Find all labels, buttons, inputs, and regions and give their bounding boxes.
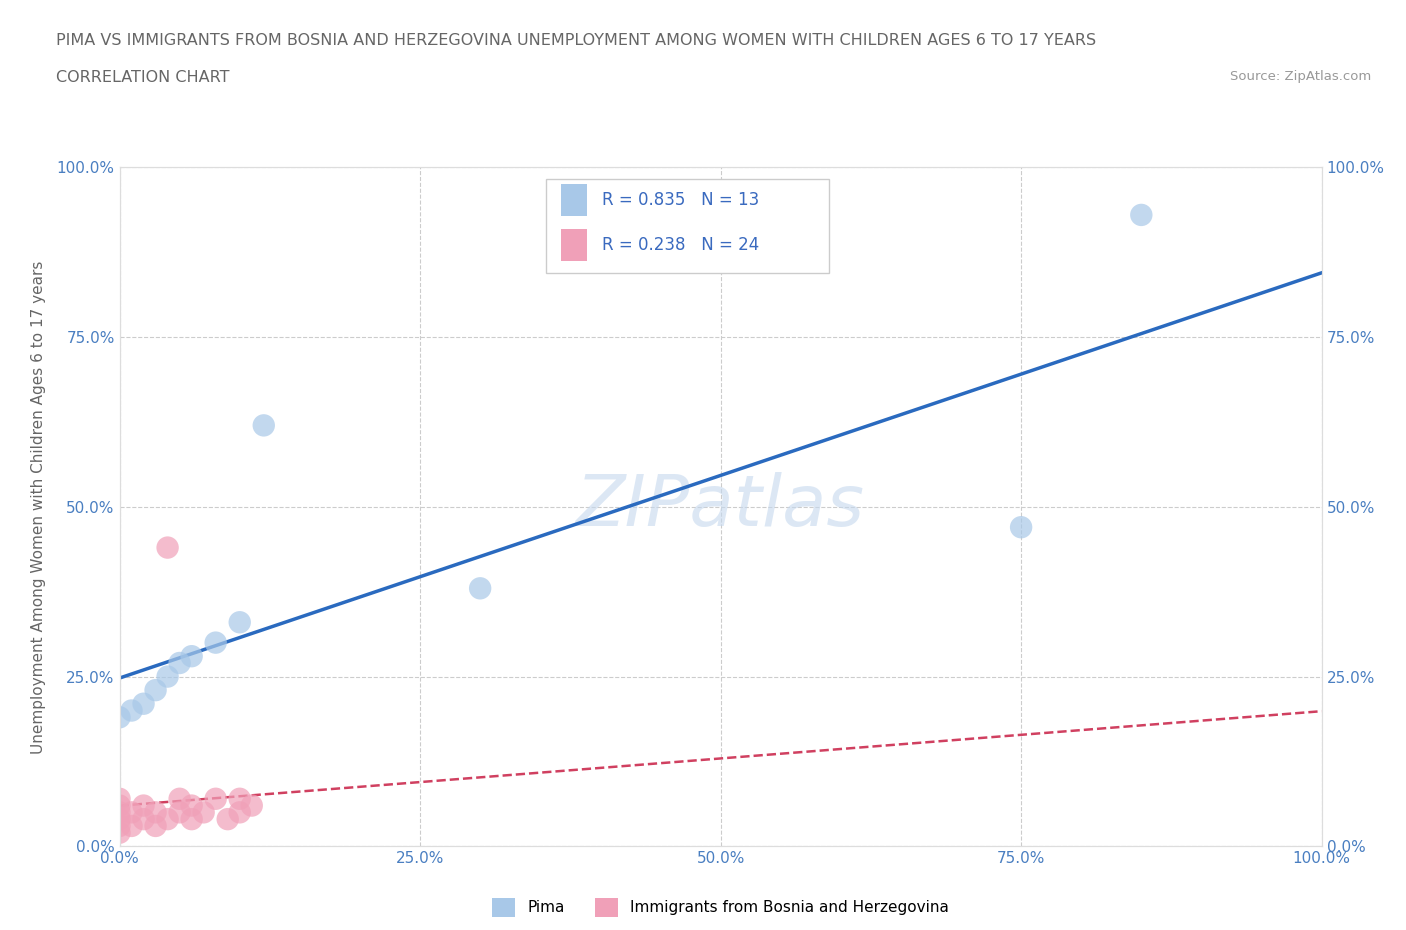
Point bbox=[193, 805, 215, 820]
Point bbox=[108, 798, 131, 813]
FancyBboxPatch shape bbox=[561, 184, 588, 217]
Point bbox=[132, 798, 155, 813]
Text: PIMA VS IMMIGRANTS FROM BOSNIA AND HERZEGOVINA UNEMPLOYMENT AMONG WOMEN WITH CHI: PIMA VS IMMIGRANTS FROM BOSNIA AND HERZE… bbox=[56, 33, 1097, 47]
Point bbox=[108, 710, 131, 724]
Point bbox=[217, 812, 239, 827]
Point bbox=[145, 683, 167, 698]
Point bbox=[121, 805, 143, 820]
Point bbox=[156, 812, 179, 827]
Point bbox=[180, 798, 202, 813]
Text: R = 0.835   N = 13: R = 0.835 N = 13 bbox=[602, 192, 759, 209]
Point bbox=[156, 670, 179, 684]
Legend: Pima, Immigrants from Bosnia and Herzegovina: Pima, Immigrants from Bosnia and Herzego… bbox=[492, 898, 949, 917]
Point bbox=[145, 805, 167, 820]
Point bbox=[169, 805, 191, 820]
Point bbox=[253, 418, 276, 432]
Text: CORRELATION CHART: CORRELATION CHART bbox=[56, 70, 229, 85]
Point bbox=[204, 635, 226, 650]
Point bbox=[121, 818, 143, 833]
Point bbox=[108, 825, 131, 840]
Point bbox=[228, 791, 252, 806]
FancyBboxPatch shape bbox=[561, 229, 588, 261]
Point bbox=[145, 818, 167, 833]
Point bbox=[180, 812, 202, 827]
Point bbox=[228, 805, 252, 820]
Point bbox=[169, 791, 191, 806]
Text: R = 0.238   N = 24: R = 0.238 N = 24 bbox=[602, 236, 759, 254]
Point bbox=[108, 818, 131, 833]
Point bbox=[204, 791, 226, 806]
FancyBboxPatch shape bbox=[547, 179, 828, 272]
Point bbox=[1010, 520, 1032, 535]
Point bbox=[132, 697, 155, 711]
Text: Source: ZipAtlas.com: Source: ZipAtlas.com bbox=[1230, 70, 1371, 83]
Point bbox=[121, 703, 143, 718]
Point bbox=[132, 812, 155, 827]
Point bbox=[228, 615, 252, 630]
Y-axis label: Unemployment Among Women with Children Ages 6 to 17 years: Unemployment Among Women with Children A… bbox=[31, 260, 45, 753]
Point bbox=[108, 812, 131, 827]
Text: ZIPatlas: ZIPatlas bbox=[576, 472, 865, 541]
Point bbox=[180, 649, 202, 664]
Point bbox=[240, 798, 263, 813]
Point bbox=[156, 540, 179, 555]
Point bbox=[1130, 207, 1153, 222]
Point bbox=[108, 805, 131, 820]
Point bbox=[468, 581, 492, 596]
Point bbox=[169, 656, 191, 671]
Point bbox=[108, 791, 131, 806]
